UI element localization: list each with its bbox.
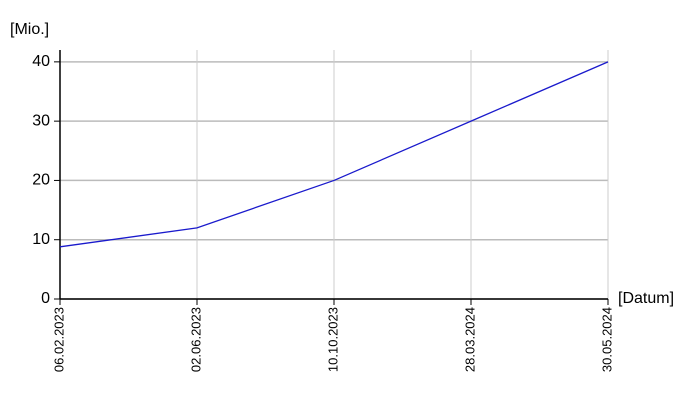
x-tick-label: 30.05.2024	[599, 307, 614, 372]
y-tick-label: 0	[41, 290, 50, 307]
y-tick-label: 40	[32, 53, 50, 70]
y-tick-label: 30	[32, 112, 50, 129]
y-axis-label: [Mio.]	[10, 21, 49, 38]
x-tick-label: 10.10.2023	[325, 307, 340, 372]
x-axis-label: [Datum]	[618, 290, 674, 307]
x-tick-label: 02.06.2023	[188, 307, 203, 372]
x-tick-label: 06.02.2023	[51, 307, 66, 372]
y-tick-label: 10	[32, 231, 50, 248]
x-tick-label: 28.03.2024	[462, 307, 477, 372]
line	[59, 61, 609, 248]
y-tick-label: 20	[32, 172, 50, 189]
